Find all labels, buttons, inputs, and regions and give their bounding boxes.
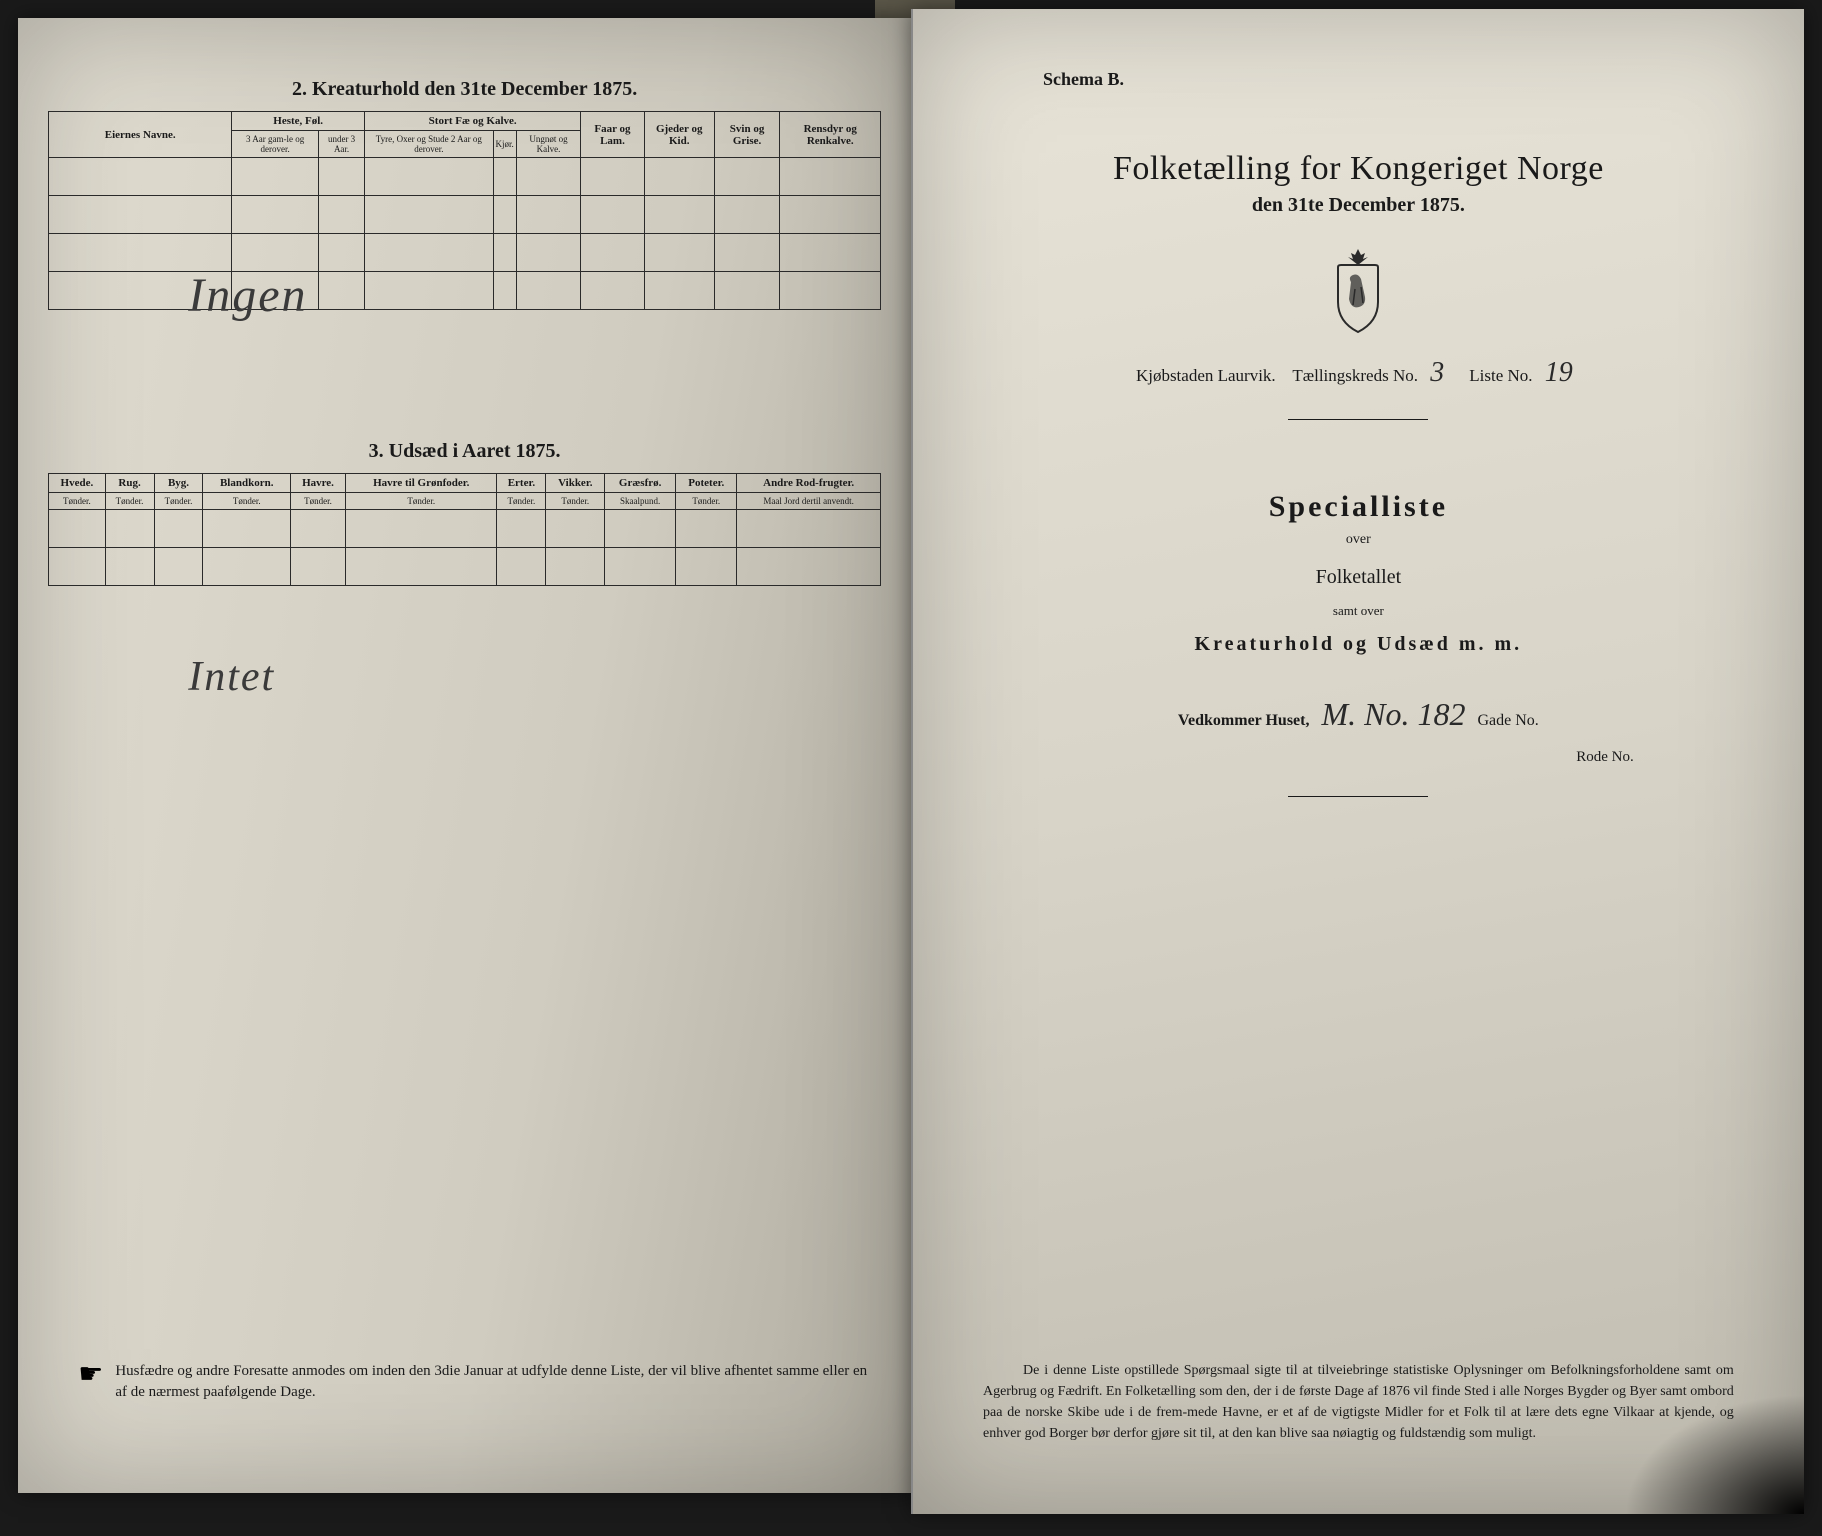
- col-byg: Byg.: [154, 474, 203, 493]
- table-row: [49, 510, 881, 548]
- seed-table: Hvede. Rug. Byg. Blandkorn. Havre. Havre…: [48, 473, 881, 586]
- gade-label: Gade No.: [1477, 712, 1538, 729]
- liste-number: 19: [1537, 357, 1581, 388]
- kreds-number: 3: [1422, 357, 1452, 388]
- pointing-hand-icon: ☛: [78, 1361, 103, 1403]
- document-spread: 2. Kreaturhold den 31te December 1875. E…: [0, 0, 1822, 1536]
- liste-label: Liste No.: [1469, 366, 1532, 385]
- col-rug: Rug.: [105, 474, 154, 493]
- col-sheep: Faar og Lam.: [581, 112, 645, 158]
- col-owner: Eiernes Navne.: [49, 112, 232, 158]
- unit: Tønder.: [546, 493, 605, 510]
- livestock-table: Eiernes Navne. Heste, Føl. Stort Fæ og K…: [48, 111, 881, 310]
- col-pigs: Svin og Grise.: [714, 112, 780, 158]
- col-havre: Havre.: [290, 474, 345, 493]
- sub-c1: Tyre, Oxer og Stude 2 Aar og derover.: [365, 131, 493, 158]
- handwritten-intet: Intet: [188, 653, 275, 701]
- col-bland: Blandkorn.: [203, 474, 290, 493]
- sub-c2: Kjør.: [493, 131, 516, 158]
- col-erter: Erter.: [497, 474, 546, 493]
- census-title: Folketælling for Kongeriget Norge: [963, 150, 1754, 188]
- folketallet-label: Folketallet: [963, 566, 1754, 589]
- col-goats: Gjeder og Kid.: [644, 112, 714, 158]
- unit: Tønder.: [346, 493, 497, 510]
- over-label: over: [963, 532, 1754, 548]
- seed-header-row: Hvede. Rug. Byg. Blandkorn. Havre. Havre…: [49, 474, 881, 493]
- unit: Tønder.: [203, 493, 290, 510]
- house-number-handwritten: M. No. 182: [1313, 696, 1473, 732]
- right-footer: De i denne Liste opstillede Spørgsmaal s…: [983, 1360, 1734, 1444]
- table-row: [49, 158, 881, 196]
- samt-label: samt over: [963, 603, 1754, 619]
- table-row: [49, 548, 881, 586]
- unit: Tønder.: [497, 493, 546, 510]
- unit: Tønder.: [154, 493, 203, 510]
- town-label: Kjøbstaden Laurvik.: [1136, 366, 1276, 385]
- sub-h1: 3 Aar gam-le og derover.: [232, 131, 319, 158]
- unit: Maal Jord dertil anvendt.: [737, 493, 881, 510]
- table-row: [49, 272, 881, 310]
- district-line: Kjøbstaden Laurvik. Tællingskreds No. 3 …: [963, 357, 1754, 389]
- col-havregron: Havre til Grønfoder.: [346, 474, 497, 493]
- unit: Tønder.: [105, 493, 154, 510]
- left-footer: ☛ Husfædre og andre Foresatte anmodes om…: [78, 1361, 871, 1403]
- col-hvede: Hvede.: [49, 474, 105, 493]
- divider-line: [1288, 796, 1428, 797]
- vedk-label: Vedkommer Huset,: [1178, 712, 1310, 729]
- divider-line: [1288, 419, 1428, 420]
- unit: Tønder.: [290, 493, 345, 510]
- specialliste-heading: Specialliste: [963, 490, 1754, 524]
- footer-text: Husfædre og andre Foresatte anmodes om i…: [115, 1361, 871, 1403]
- col-reindeer: Rensdyr og Renkalve.: [780, 112, 881, 158]
- kreds-label: Tællingskreds No.: [1292, 366, 1418, 385]
- right-page: Schema B. Folketælling for Kongeriget No…: [911, 9, 1804, 1514]
- grp-cattle: Stort Fæ og Kalve.: [365, 112, 581, 131]
- col-vikker: Vikker.: [546, 474, 605, 493]
- unit: Tønder.: [49, 493, 105, 510]
- census-subtitle: den 31te December 1875.: [963, 194, 1754, 217]
- seed-unit-row: Tønder. Tønder. Tønder. Tønder. Tønder. …: [49, 493, 881, 510]
- table-row: [49, 234, 881, 272]
- section2-title: 2. Kreaturhold den 31te December 1875.: [48, 78, 881, 101]
- col-graes: Græsfrø.: [605, 474, 676, 493]
- coat-of-arms-icon: [1323, 247, 1393, 337]
- footer-paragraph: De i denne Liste opstillede Spørgsmaal s…: [983, 1363, 1734, 1441]
- unit: Skaalpund.: [605, 493, 676, 510]
- grp-horses: Heste, Føl.: [232, 112, 365, 131]
- vedkommer-line: Vedkommer Huset, M. No. 182 Gade No.: [963, 696, 1754, 733]
- unit: Tønder.: [676, 493, 737, 510]
- col-andre: Andre Rod-frugter.: [737, 474, 881, 493]
- schema-label: Schema B.: [1043, 69, 1754, 90]
- section3-title: 3. Udsæd i Aaret 1875.: [48, 440, 881, 463]
- left-page: 2. Kreaturhold den 31te December 1875. E…: [18, 18, 911, 1493]
- rode-label: Rode No.: [963, 749, 1634, 766]
- kreaturhold-label: Kreaturhold og Udsæd m. m.: [963, 633, 1754, 656]
- col-poteter: Poteter.: [676, 474, 737, 493]
- sub-c3: Ungnøt og Kalve.: [516, 131, 580, 158]
- table-row: [49, 196, 881, 234]
- corner-shadow: [1624, 1394, 1804, 1514]
- sub-h2: under 3 Aar.: [319, 131, 365, 158]
